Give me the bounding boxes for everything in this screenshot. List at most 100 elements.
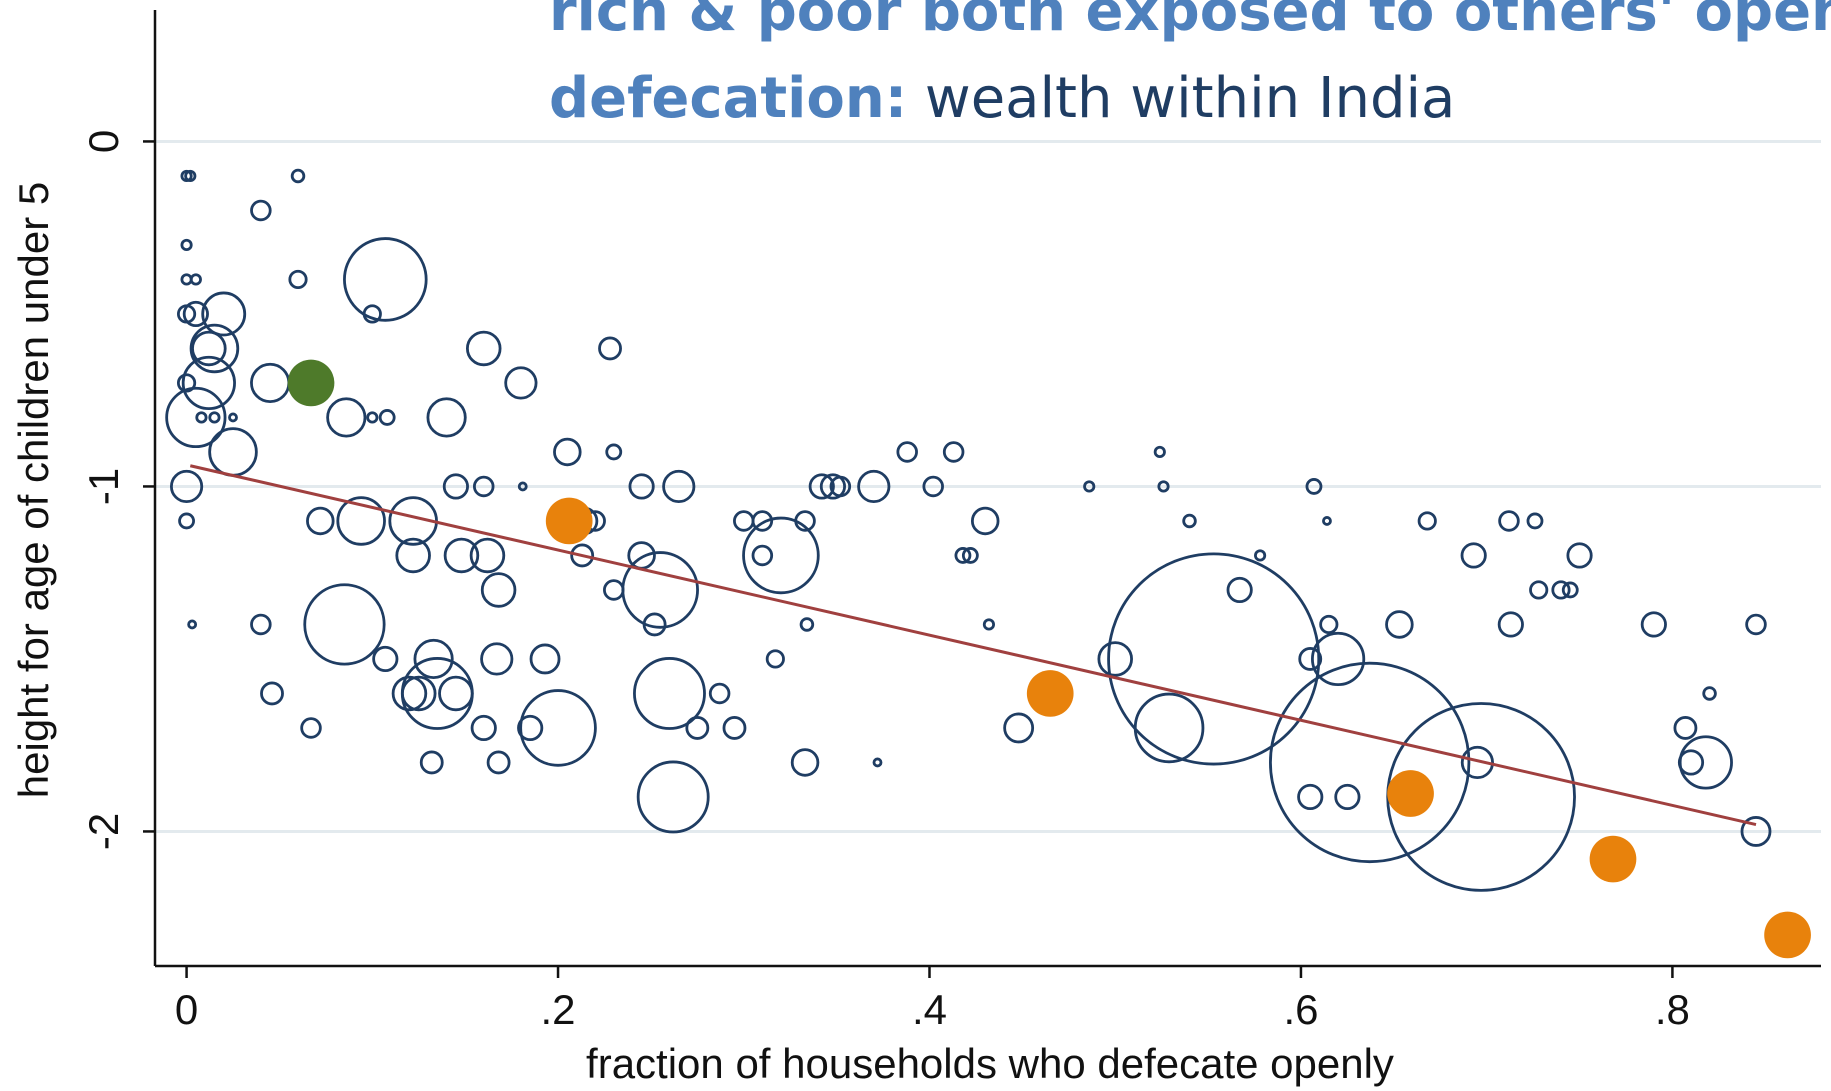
bubble	[1157, 480, 1170, 493]
bubble	[605, 443, 623, 461]
x-tick-label: .2	[541, 986, 576, 1033]
bubble	[1497, 611, 1524, 638]
y-tick-label: 0	[80, 130, 127, 153]
bubble	[790, 748, 820, 777]
bubble	[180, 238, 193, 252]
bubble	[260, 681, 284, 706]
bubble	[300, 717, 322, 739]
bubble	[1182, 513, 1197, 529]
bubble	[1460, 745, 1494, 780]
filled-point	[1764, 911, 1811, 959]
bubble	[829, 475, 852, 498]
bubble	[872, 757, 883, 768]
bubble	[1702, 686, 1717, 701]
bubble	[1311, 631, 1366, 687]
filled-point	[545, 497, 593, 545]
bubble	[1678, 735, 1733, 790]
bubble	[288, 269, 308, 290]
bubble	[189, 273, 202, 286]
bubble	[178, 512, 195, 530]
bubble	[336, 496, 386, 546]
bubble	[290, 168, 306, 184]
bubble	[469, 537, 506, 574]
bubble	[621, 551, 699, 629]
bubble	[662, 469, 696, 504]
bubble	[751, 544, 774, 567]
bubble	[438, 675, 474, 712]
bubble	[366, 411, 379, 424]
x-axis-label: fraction of households who defecate open…	[586, 1040, 1394, 1087]
bubble	[896, 441, 918, 463]
y-axis-label: height for age of children under 5	[10, 182, 57, 798]
bubble	[1526, 512, 1544, 530]
bubble	[1417, 511, 1437, 531]
bubble	[480, 572, 517, 608]
bubble	[553, 437, 582, 467]
bubble	[191, 330, 227, 367]
bubble	[1003, 712, 1035, 744]
x-tick-label: .6	[1283, 986, 1318, 1033]
bubble	[1566, 542, 1593, 569]
bubble	[517, 714, 544, 742]
bubble	[486, 750, 511, 775]
bubble	[961, 547, 979, 564]
title-bold: defecation:	[549, 66, 907, 131]
bubble	[922, 475, 944, 498]
bubble	[1097, 641, 1133, 677]
filled-point	[1589, 835, 1637, 883]
bubble	[343, 237, 428, 322]
bubble	[570, 543, 595, 568]
bubble	[529, 643, 561, 675]
bubble	[1133, 692, 1205, 764]
bubble	[733, 510, 755, 532]
bubble	[1745, 613, 1767, 636]
bubble	[954, 547, 972, 564]
bubble	[1269, 661, 1471, 864]
bubble	[400, 675, 437, 712]
bubble	[187, 619, 198, 630]
bubble	[1498, 510, 1520, 532]
bubble	[603, 579, 625, 601]
bubble	[799, 617, 815, 632]
bubble	[1561, 581, 1579, 599]
bubble	[400, 657, 474, 730]
filled-point	[287, 359, 335, 407]
bubble	[413, 638, 454, 680]
bubble	[480, 642, 514, 676]
x-tick-label: 0	[175, 986, 198, 1033]
title-rest: wealth within India	[925, 66, 1455, 131]
title-line1: rich & poor both exposed to others' open	[549, 0, 1831, 44]
bubble	[182, 300, 209, 328]
y-tick-label: -1	[80, 468, 127, 505]
fit-line	[189, 464, 1757, 827]
bubble	[181, 355, 236, 411]
bubble	[250, 199, 272, 222]
bubble	[1740, 816, 1772, 847]
bubble	[519, 689, 597, 767]
bubble	[628, 473, 655, 500]
filled-point	[1387, 770, 1434, 817]
bubble	[1322, 516, 1332, 526]
title-line2: defecation: wealth within India	[549, 66, 1455, 131]
bubble	[378, 409, 396, 426]
bubble	[1385, 610, 1414, 639]
bubble	[598, 336, 622, 361]
bubble	[195, 411, 208, 424]
bubble	[633, 657, 706, 730]
bubble	[165, 386, 227, 449]
bubble	[808, 473, 835, 500]
bubble	[1460, 542, 1487, 569]
bubble	[1254, 549, 1267, 562]
bubble	[1083, 480, 1096, 493]
bubble	[1529, 580, 1549, 600]
bubble	[636, 760, 710, 834]
bubble	[442, 473, 469, 500]
bubble	[857, 469, 891, 504]
bubble	[1673, 716, 1698, 740]
bubble	[473, 475, 495, 498]
bubble	[1153, 445, 1166, 459]
bubble	[722, 716, 747, 740]
bubble	[1640, 611, 1667, 638]
bubble	[1551, 580, 1571, 600]
bubble	[942, 441, 965, 463]
